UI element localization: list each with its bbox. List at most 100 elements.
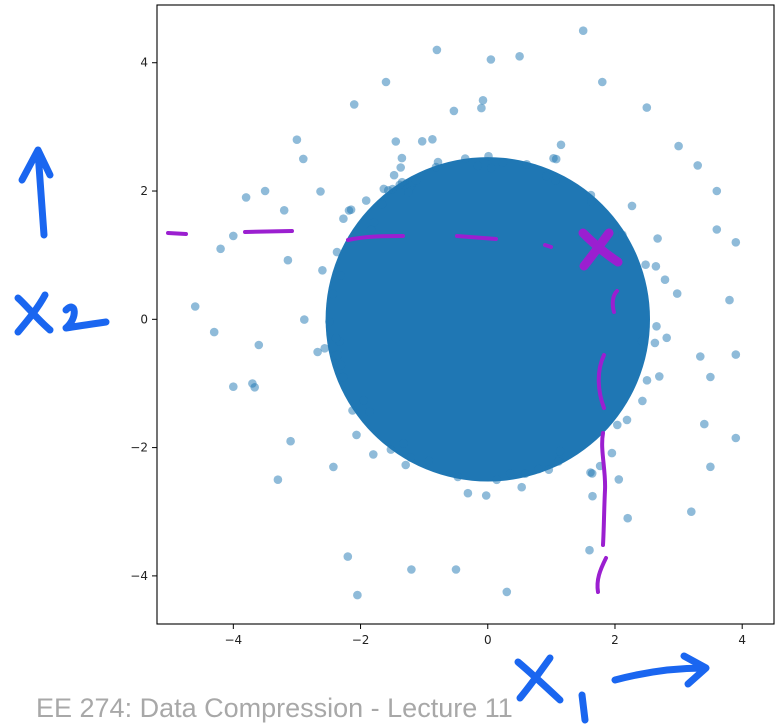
horizontal-dash (243, 229, 294, 234)
scatter-point (544, 465, 554, 475)
scatter-point (586, 468, 595, 477)
scatter-point (318, 266, 327, 275)
scatter-point (641, 260, 650, 270)
x1-axis-annotation (514, 652, 710, 724)
scatter-point (395, 180, 405, 190)
scatter-point (578, 26, 588, 35)
scatter-point (642, 376, 652, 385)
scatter-point (254, 340, 264, 350)
horizontal-dash (346, 234, 405, 242)
scatter-point (359, 396, 369, 405)
y-tick-label: −4 (130, 569, 148, 583)
scatter-point (336, 271, 345, 280)
x1-arrow (611, 652, 710, 688)
scatter-point (660, 275, 670, 285)
scatter-point (352, 430, 361, 440)
scatter-point (502, 587, 512, 597)
vertical-dash (600, 431, 608, 547)
scatter-point (286, 436, 295, 446)
x1-label-x-glyph (514, 654, 564, 704)
footer-caption: EE 274: Data Compression - Lecture 11 (36, 693, 513, 723)
scatter-point (316, 187, 325, 196)
scatter-point (555, 446, 565, 456)
scatter-point (401, 460, 411, 470)
x2-label-x-glyph (14, 291, 54, 336)
scatter-point (487, 163, 496, 173)
scatter-point (229, 382, 238, 392)
scatter-point (551, 176, 560, 185)
scatter-point (369, 218, 379, 227)
scatter-point (587, 197, 596, 206)
scatter-point (515, 52, 524, 61)
y-tick-label: 0 (140, 312, 148, 326)
y-tick-label: 2 (140, 184, 148, 198)
scatter-point (369, 450, 378, 459)
scatter-point (428, 135, 437, 144)
scatter-point (674, 141, 683, 151)
scatter-point (248, 379, 257, 388)
vertical-dash (596, 353, 606, 410)
scatter-point (339, 214, 348, 223)
scatter-point (431, 162, 441, 172)
scatter-point (614, 475, 624, 484)
scatter-point (731, 350, 741, 359)
scatter-point (662, 333, 671, 343)
scatter-point (365, 407, 374, 417)
scatter-point (424, 456, 434, 466)
scatter-point (520, 469, 530, 479)
x-tick-label: 0 (484, 633, 492, 647)
scatter-point (449, 106, 459, 116)
scatter-point (451, 565, 461, 574)
scatter-point (353, 590, 362, 600)
x-tick-label: 4 (738, 633, 746, 647)
scatter-point (313, 347, 322, 357)
scatter-point (381, 77, 391, 87)
vertical-dash (610, 289, 619, 314)
scatter-point (432, 45, 442, 55)
scatter-point (653, 234, 662, 243)
scatter-point (696, 352, 705, 361)
y-tick-label: 4 (140, 56, 148, 70)
scatter-point (706, 462, 715, 472)
scatter-point (706, 372, 715, 382)
x-tick-label: 2 (611, 633, 619, 647)
scatter-point (366, 225, 376, 235)
scatter-point (273, 475, 283, 485)
scatter-point (651, 262, 661, 271)
scatter-point (484, 151, 493, 161)
x2-axis-annotation (14, 146, 110, 336)
scatter-point (241, 193, 251, 202)
scatter-point (453, 472, 463, 482)
scatter-point (650, 338, 660, 348)
scatter-point (361, 196, 371, 205)
scatter-point (417, 137, 427, 146)
scatter-point (473, 161, 483, 171)
scatter-point (406, 453, 416, 462)
scatter-point (731, 433, 741, 443)
scatter-point (377, 200, 387, 209)
horizontal-dash (543, 243, 553, 249)
scatter-point (622, 415, 632, 425)
x2-label-subscript (62, 303, 110, 332)
scatter-point (216, 244, 225, 254)
scatter-point (209, 327, 219, 337)
scatter-points (190, 26, 741, 600)
horizontal-dash (166, 231, 188, 236)
scatter-point (325, 317, 334, 327)
x-tick-label: −4 (224, 633, 242, 647)
scatter-point (613, 420, 622, 430)
scatter-point (655, 372, 664, 381)
scatter-point (586, 190, 596, 200)
scatter-point (725, 295, 734, 305)
scatter-point (505, 469, 515, 478)
scatter-point (397, 153, 407, 163)
x1-label-subscript (578, 691, 589, 724)
scatter-point (404, 187, 413, 197)
scatter-point (598, 77, 607, 87)
scatter-point (383, 186, 393, 195)
scatter-point (299, 154, 308, 164)
scatter-point (551, 154, 561, 164)
scatter-point (486, 55, 496, 64)
x-tick-label: −2 (352, 633, 370, 647)
